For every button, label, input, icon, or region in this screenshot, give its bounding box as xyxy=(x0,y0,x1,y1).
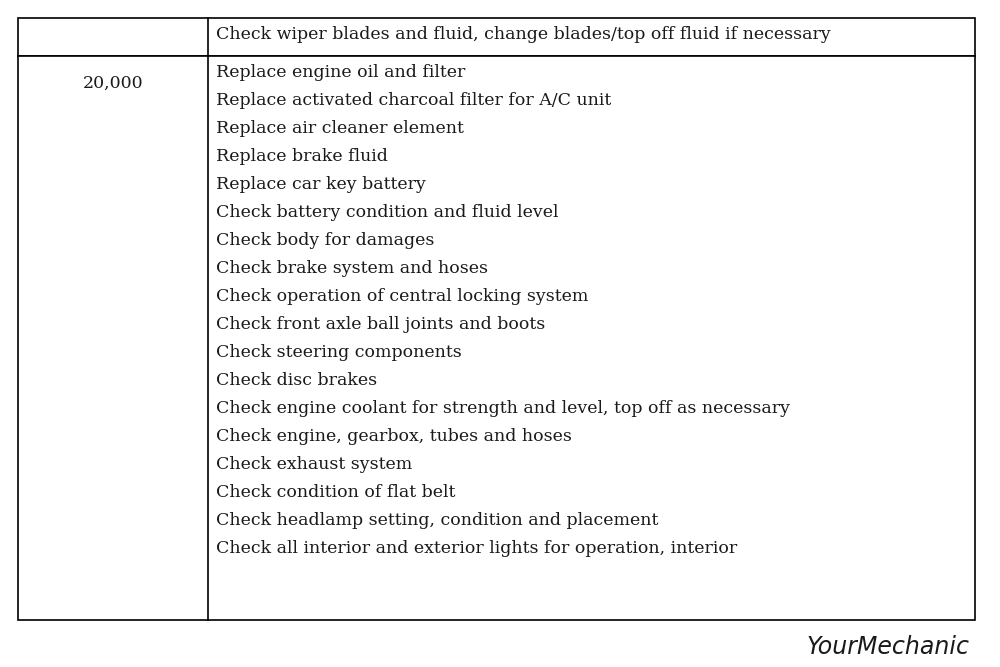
Text: Check brake system and hoses: Check brake system and hoses xyxy=(216,260,488,277)
Text: YourMechanic: YourMechanic xyxy=(807,635,970,659)
Text: Replace activated charcoal filter for A/C unit: Replace activated charcoal filter for A/… xyxy=(216,92,611,109)
Text: Replace car key battery: Replace car key battery xyxy=(216,176,426,193)
Text: Check wiper blades and fluid, change blades/top off fluid if necessary: Check wiper blades and fluid, change bla… xyxy=(216,26,831,43)
Text: 20,000: 20,000 xyxy=(83,75,143,92)
Text: Check headlamp setting, condition and placement: Check headlamp setting, condition and pl… xyxy=(216,512,658,529)
Text: Check battery condition and fluid level: Check battery condition and fluid level xyxy=(216,204,558,221)
Text: Check body for damages: Check body for damages xyxy=(216,232,434,249)
Text: Check disc brakes: Check disc brakes xyxy=(216,372,377,389)
Text: Replace air cleaner element: Replace air cleaner element xyxy=(216,120,464,137)
Text: Check operation of central locking system: Check operation of central locking syste… xyxy=(216,288,588,305)
Text: Check condition of flat belt: Check condition of flat belt xyxy=(216,484,455,501)
Text: Check all interior and exterior lights for operation, interior: Check all interior and exterior lights f… xyxy=(216,540,737,557)
Text: Check steering components: Check steering components xyxy=(216,344,462,361)
Text: Check front axle ball joints and boots: Check front axle ball joints and boots xyxy=(216,316,545,333)
Text: Replace brake fluid: Replace brake fluid xyxy=(216,148,388,165)
Text: Replace engine oil and filter: Replace engine oil and filter xyxy=(216,64,465,81)
Bar xyxy=(18,18,975,56)
Text: Check engine, gearbox, tubes and hoses: Check engine, gearbox, tubes and hoses xyxy=(216,428,572,445)
Text: Check exhaust system: Check exhaust system xyxy=(216,456,412,473)
Text: Check engine coolant for strength and level, top off as necessary: Check engine coolant for strength and le… xyxy=(216,400,790,417)
